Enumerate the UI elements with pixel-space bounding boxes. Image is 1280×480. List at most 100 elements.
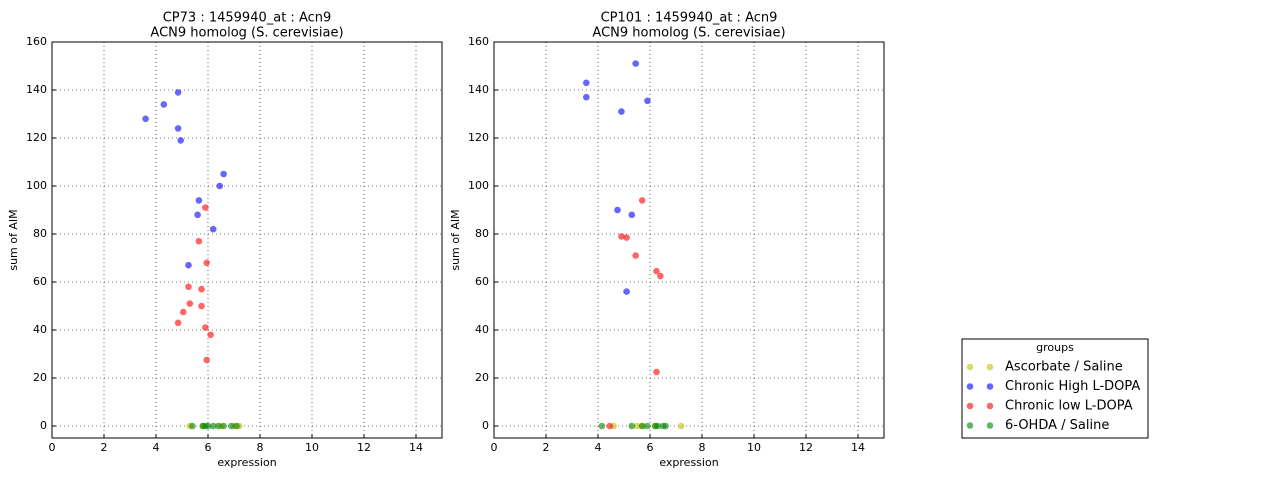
point	[583, 93, 590, 101]
y-tick-label: 160	[26, 35, 47, 48]
chart-title: CP101 : 1459940_at : Acn9	[601, 11, 778, 26]
point	[209, 422, 217, 430]
x-tick-label: 12	[799, 441, 813, 454]
x-tick-label: 0	[49, 441, 56, 454]
point	[644, 97, 651, 105]
legend-marker	[986, 383, 994, 390]
point	[204, 422, 212, 430]
point	[628, 422, 636, 430]
point	[189, 422, 196, 430]
y-tick-label: 0	[40, 419, 47, 432]
x-tick-label: 14	[409, 441, 423, 454]
point	[209, 225, 217, 233]
point	[215, 422, 222, 430]
y-tick-label: 100	[26, 179, 47, 192]
point	[653, 368, 660, 376]
point	[677, 422, 685, 430]
point	[185, 261, 192, 269]
legend-label: Ascorbate / Saline	[1005, 360, 1123, 375]
point	[198, 285, 205, 293]
y-tick-label: 40	[475, 323, 489, 336]
x-tick-label: 12	[357, 441, 371, 454]
y-tick-label: 40	[33, 323, 47, 336]
point	[228, 422, 235, 430]
point	[174, 319, 182, 327]
point	[174, 89, 182, 96]
point	[628, 211, 636, 219]
x-tick-label: 2	[101, 441, 108, 454]
x-axis-label: expression	[659, 456, 718, 469]
y-tick-label: 160	[468, 35, 489, 48]
y-tick-label: 60	[475, 275, 489, 288]
point	[198, 302, 205, 310]
x-tick-label: 8	[257, 441, 264, 454]
y-axis-label: sum of AIM	[449, 209, 462, 270]
point	[654, 422, 662, 430]
point	[606, 422, 613, 430]
point	[662, 422, 669, 430]
legend-title: groups	[1036, 341, 1074, 354]
point	[583, 79, 590, 87]
chart-title: CP73 : 1459940_at : Acn9	[163, 11, 332, 26]
y-tick-label: 60	[33, 275, 47, 288]
y-tick-label: 20	[475, 371, 489, 384]
point	[618, 233, 625, 240]
point	[185, 283, 192, 291]
point	[644, 422, 651, 430]
y-tick-label: 140	[26, 83, 47, 96]
point	[174, 125, 182, 132]
point	[186, 300, 194, 307]
y-tick-label: 120	[26, 131, 47, 144]
legend-marker	[986, 422, 994, 429]
chart-subtitle: ACN9 homolog (S. cerevisiae)	[150, 26, 343, 41]
point	[203, 259, 210, 267]
point	[623, 234, 630, 241]
y-tick-label: 20	[33, 371, 47, 384]
point	[220, 170, 227, 178]
point	[202, 324, 209, 331]
chart-subtitle: ACN9 homolog (S. cerevisiae)	[592, 26, 785, 41]
legend-marker	[966, 363, 974, 371]
legend-label: Chronic High L-DOPA	[1005, 379, 1140, 394]
point	[632, 252, 639, 259]
point	[623, 288, 630, 295]
point	[177, 137, 184, 144]
plot-area	[52, 42, 442, 438]
legend-marker	[986, 363, 994, 371]
y-tick-label: 100	[468, 179, 489, 192]
point	[203, 356, 210, 364]
y-tick-label: 120	[468, 131, 489, 144]
legend-marker	[966, 422, 974, 429]
y-axis-label: sum of AIM	[7, 209, 20, 270]
point	[220, 422, 227, 430]
point	[233, 422, 240, 430]
point	[598, 422, 606, 430]
point	[618, 108, 625, 115]
point	[614, 206, 621, 214]
point	[160, 101, 168, 108]
point	[633, 422, 641, 430]
point	[638, 197, 646, 204]
legend-marker	[966, 383, 974, 390]
legend-marker	[986, 402, 994, 410]
point	[632, 60, 639, 67]
legend-box	[961, 338, 1149, 439]
x-tick-label: 0	[491, 441, 498, 454]
x-tick-label: 4	[595, 441, 602, 454]
x-tick-label: 2	[543, 441, 550, 454]
point	[180, 308, 187, 316]
point	[195, 237, 203, 245]
point	[216, 182, 223, 190]
point	[142, 115, 149, 123]
x-axis-label: expression	[217, 456, 276, 469]
x-tick-label: 14	[851, 441, 865, 454]
point	[638, 422, 646, 430]
y-tick-label: 80	[475, 227, 489, 240]
point	[194, 211, 201, 219]
point	[195, 197, 203, 204]
x-tick-label: 8	[699, 441, 706, 454]
legend-label: 6-OHDA / Saline	[1005, 418, 1109, 433]
x-tick-label: 6	[205, 441, 212, 454]
